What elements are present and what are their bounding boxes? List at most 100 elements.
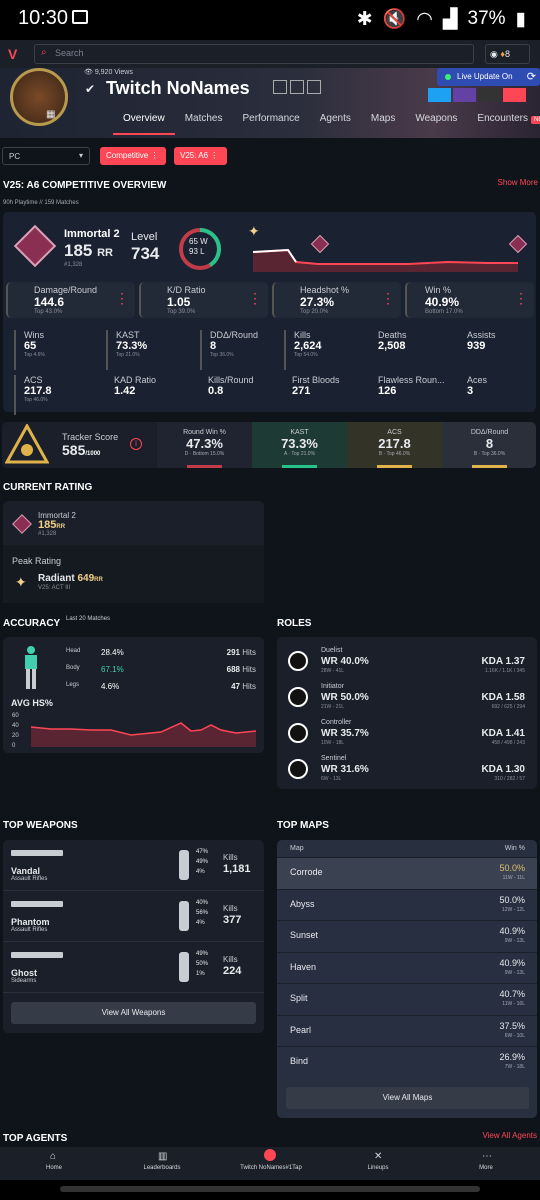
nav-home[interactable]: ⌂ Home (14, 1151, 94, 1171)
search-input[interactable]: ⌕ Search (34, 44, 474, 64)
twitter-icon[interactable] (428, 88, 451, 102)
tab-overview[interactable]: Overview (113, 105, 175, 135)
nav-more[interactable]: ⋯ More (446, 1151, 526, 1171)
role-row[interactable]: Controller WR 35.7% 10W - 18L KDA 1.41 458 /… (285, 717, 529, 751)
points-widget[interactable]: ◉ ♦8 (485, 44, 530, 64)
accuracy-row: Head 28.4% 291 Hits (66, 648, 256, 665)
hit-count: 688 Hits (227, 665, 256, 674)
nav-lineups[interactable]: ✕ Lineups (338, 1151, 418, 1171)
tab-encounters[interactable]: EncountersNEW (467, 105, 540, 135)
roles-title: ROLES (277, 618, 312, 629)
tracker-item[interactable]: DDΔ/Round 8 B · Top 36.0% (442, 422, 536, 468)
badge-icon[interactable] (307, 80, 321, 94)
rank-history-chart: ✦ (248, 223, 528, 272)
weapon-row[interactable]: Phantom Assault Rifles 40% 56% 4% Kills 377 (3, 891, 264, 942)
weapon-row[interactable]: Ghost Sidearms 49% 50% 1% Kills 224 (3, 942, 264, 993)
tab-performance[interactable]: Performance (242, 113, 300, 124)
weapon-hit-pct: 47% (196, 849, 209, 855)
more-vertical-icon[interactable]: ⋮ (514, 290, 528, 306)
chevron-down-icon: ▾ (78, 151, 83, 160)
weapon-kills: 1,181 (223, 863, 251, 875)
more-vertical-icon[interactable]: ⋮ (115, 290, 129, 306)
refresh-icon[interactable]: ⟳ (526, 71, 536, 83)
home-indicator[interactable] (60, 1186, 480, 1192)
tab-matches[interactable]: Matches (184, 113, 223, 124)
more-vertical-icon[interactable]: ⋮ (248, 290, 262, 306)
map-row[interactable]: Sunset 40.9% 9W - 13L (277, 920, 537, 952)
hit-pct: 4.6% (101, 682, 120, 691)
tab-weapons[interactable]: Weapons (415, 113, 458, 124)
map-row[interactable]: Corrode 50.0% 11W - 11L (277, 857, 537, 889)
map-wl: 9W - 13L (504, 938, 525, 944)
wins-count: 65 W (189, 237, 208, 246)
view-all-maps-button[interactable]: View All Maps (286, 1087, 529, 1109)
stat-item: Wins 65 Top 4.6% (14, 330, 100, 370)
stat-label: Headshot % (300, 285, 350, 295)
badge-icon[interactable] (273, 80, 287, 94)
stat-card-damage[interactable]: Damage/Round 144.6 Top 43.0% ⋮ (6, 282, 135, 318)
view-all-weapons-button[interactable]: View All Weapons (11, 1002, 256, 1024)
show-more-link[interactable]: Show More (497, 178, 538, 187)
stat-item: KAD Ratio 1.42 (106, 375, 192, 415)
role-row[interactable]: Duelist WR 40.0% 28W - 41L KDA 1.37 1.16K / … (285, 645, 529, 679)
body-figure-icon (179, 901, 189, 931)
map-row[interactable]: Haven 40.9% 9W - 13L (277, 951, 537, 983)
current-rating-card: Immortal 2 185RR #1,328 Peak Rating ✦ Ra… (3, 501, 264, 603)
tab-agents[interactable]: Agents (319, 113, 351, 124)
tracker-label: Tracker Score (62, 432, 119, 442)
battery-icon: ▮ (515, 8, 526, 30)
fire-icon: ♦ (500, 49, 505, 59)
role-row[interactable]: Sentinel WR 31.6% 6W - 13L KDA 1.30 310 / 28… (285, 753, 529, 787)
level-value: 734 (131, 244, 160, 263)
tracker-item[interactable]: KAST 73.3% A · Top 21.0% (252, 422, 347, 468)
map-wl: 9W - 13L (504, 969, 525, 976)
badge-icon[interactable] (290, 80, 304, 94)
win-arc (179, 228, 221, 270)
tab-maps[interactable]: Maps (370, 113, 396, 124)
stat-card-headshot[interactable]: Headshot % 27.3% Top 20.0% ⋮ (272, 282, 401, 318)
live-update-toggle[interactable]: Live Update On ⟳ (437, 68, 540, 86)
link-icon[interactable] (478, 88, 501, 102)
stat-card-kd[interactable]: K/D Ratio 1.05 Top 39.0% ⋮ (139, 282, 268, 318)
stat-label: Kills/Round (208, 375, 254, 385)
weapon-hit-pct: 56% (196, 910, 209, 916)
act-select[interactable]: V25: A6 ⋮ (174, 147, 227, 165)
map-row[interactable]: Abyss 50.0% 12W - 12L (277, 888, 537, 920)
role-row[interactable]: Initiator WR 50.0% 21W - 21L KDA 1.58 692 / … (285, 681, 529, 715)
info-icon[interactable]: i (130, 438, 142, 450)
flag-icon: ▦ (46, 109, 56, 120)
map-row[interactable]: Split 40.7% 11W - 16L (277, 983, 537, 1015)
platform-select[interactable]: PC ▾ (2, 147, 90, 165)
mode-select[interactable]: Competitive ⋮ (100, 147, 166, 165)
tracker-item[interactable]: ACS 217.8 B · Top 46.0% (347, 422, 442, 468)
youtube-icon[interactable] (503, 88, 526, 102)
role-kda-detail: 310 / 282 / 57 (494, 776, 525, 782)
role-wl: 21W - 21L (321, 704, 345, 710)
more-icon: ⋯ (482, 1151, 492, 1162)
stat-item: Aces 3 (459, 375, 540, 415)
twitch-icon[interactable] (453, 88, 476, 102)
nav-leaderboards[interactable]: ▥ Leaderboards (122, 1151, 202, 1171)
weapon-hit-pct: 40% (196, 900, 209, 906)
stat-sub: Top 46.0% (24, 397, 48, 403)
weapon-row[interactable]: Vandal Assault Rifles 47% 49% 4% Kills 1,181 (3, 840, 264, 891)
profile-avatar-icon (264, 1149, 276, 1161)
stat-value: 40.9% (425, 295, 460, 309)
weapon-hit-pct: 49% (196, 859, 209, 865)
map-row[interactable]: Bind 26.9% 7W - 18L (277, 1046, 537, 1078)
more-vertical-icon[interactable]: ⋮ (381, 290, 395, 306)
map-name: Sunset (290, 930, 319, 940)
role-kda: KDA 1.37 (481, 656, 525, 667)
role-icon (288, 651, 308, 671)
view-all-agents-link[interactable]: View All Agents (482, 1131, 537, 1140)
stat-value: 8 (210, 340, 217, 352)
weapon-icon (11, 850, 63, 856)
role-kda-detail: 458 / 498 / 243 (491, 740, 525, 746)
map-win: 37.5% (499, 1020, 525, 1031)
nav-profile[interactable]: Twitch NoNames#1Tap (226, 1149, 316, 1171)
tracker-item[interactable]: Round Win % 47.3% D · Bottom 15.0% (157, 422, 252, 468)
valorant-logo[interactable]: V (8, 46, 18, 62)
stat-item: ACS 217.8 Top 46.0% (14, 375, 100, 415)
stat-card-winrate[interactable]: Win % 40.9% Bottom 17.0% ⋮ (405, 282, 534, 318)
map-row[interactable]: Pearl 37.5% 6W - 10L (277, 1014, 537, 1046)
